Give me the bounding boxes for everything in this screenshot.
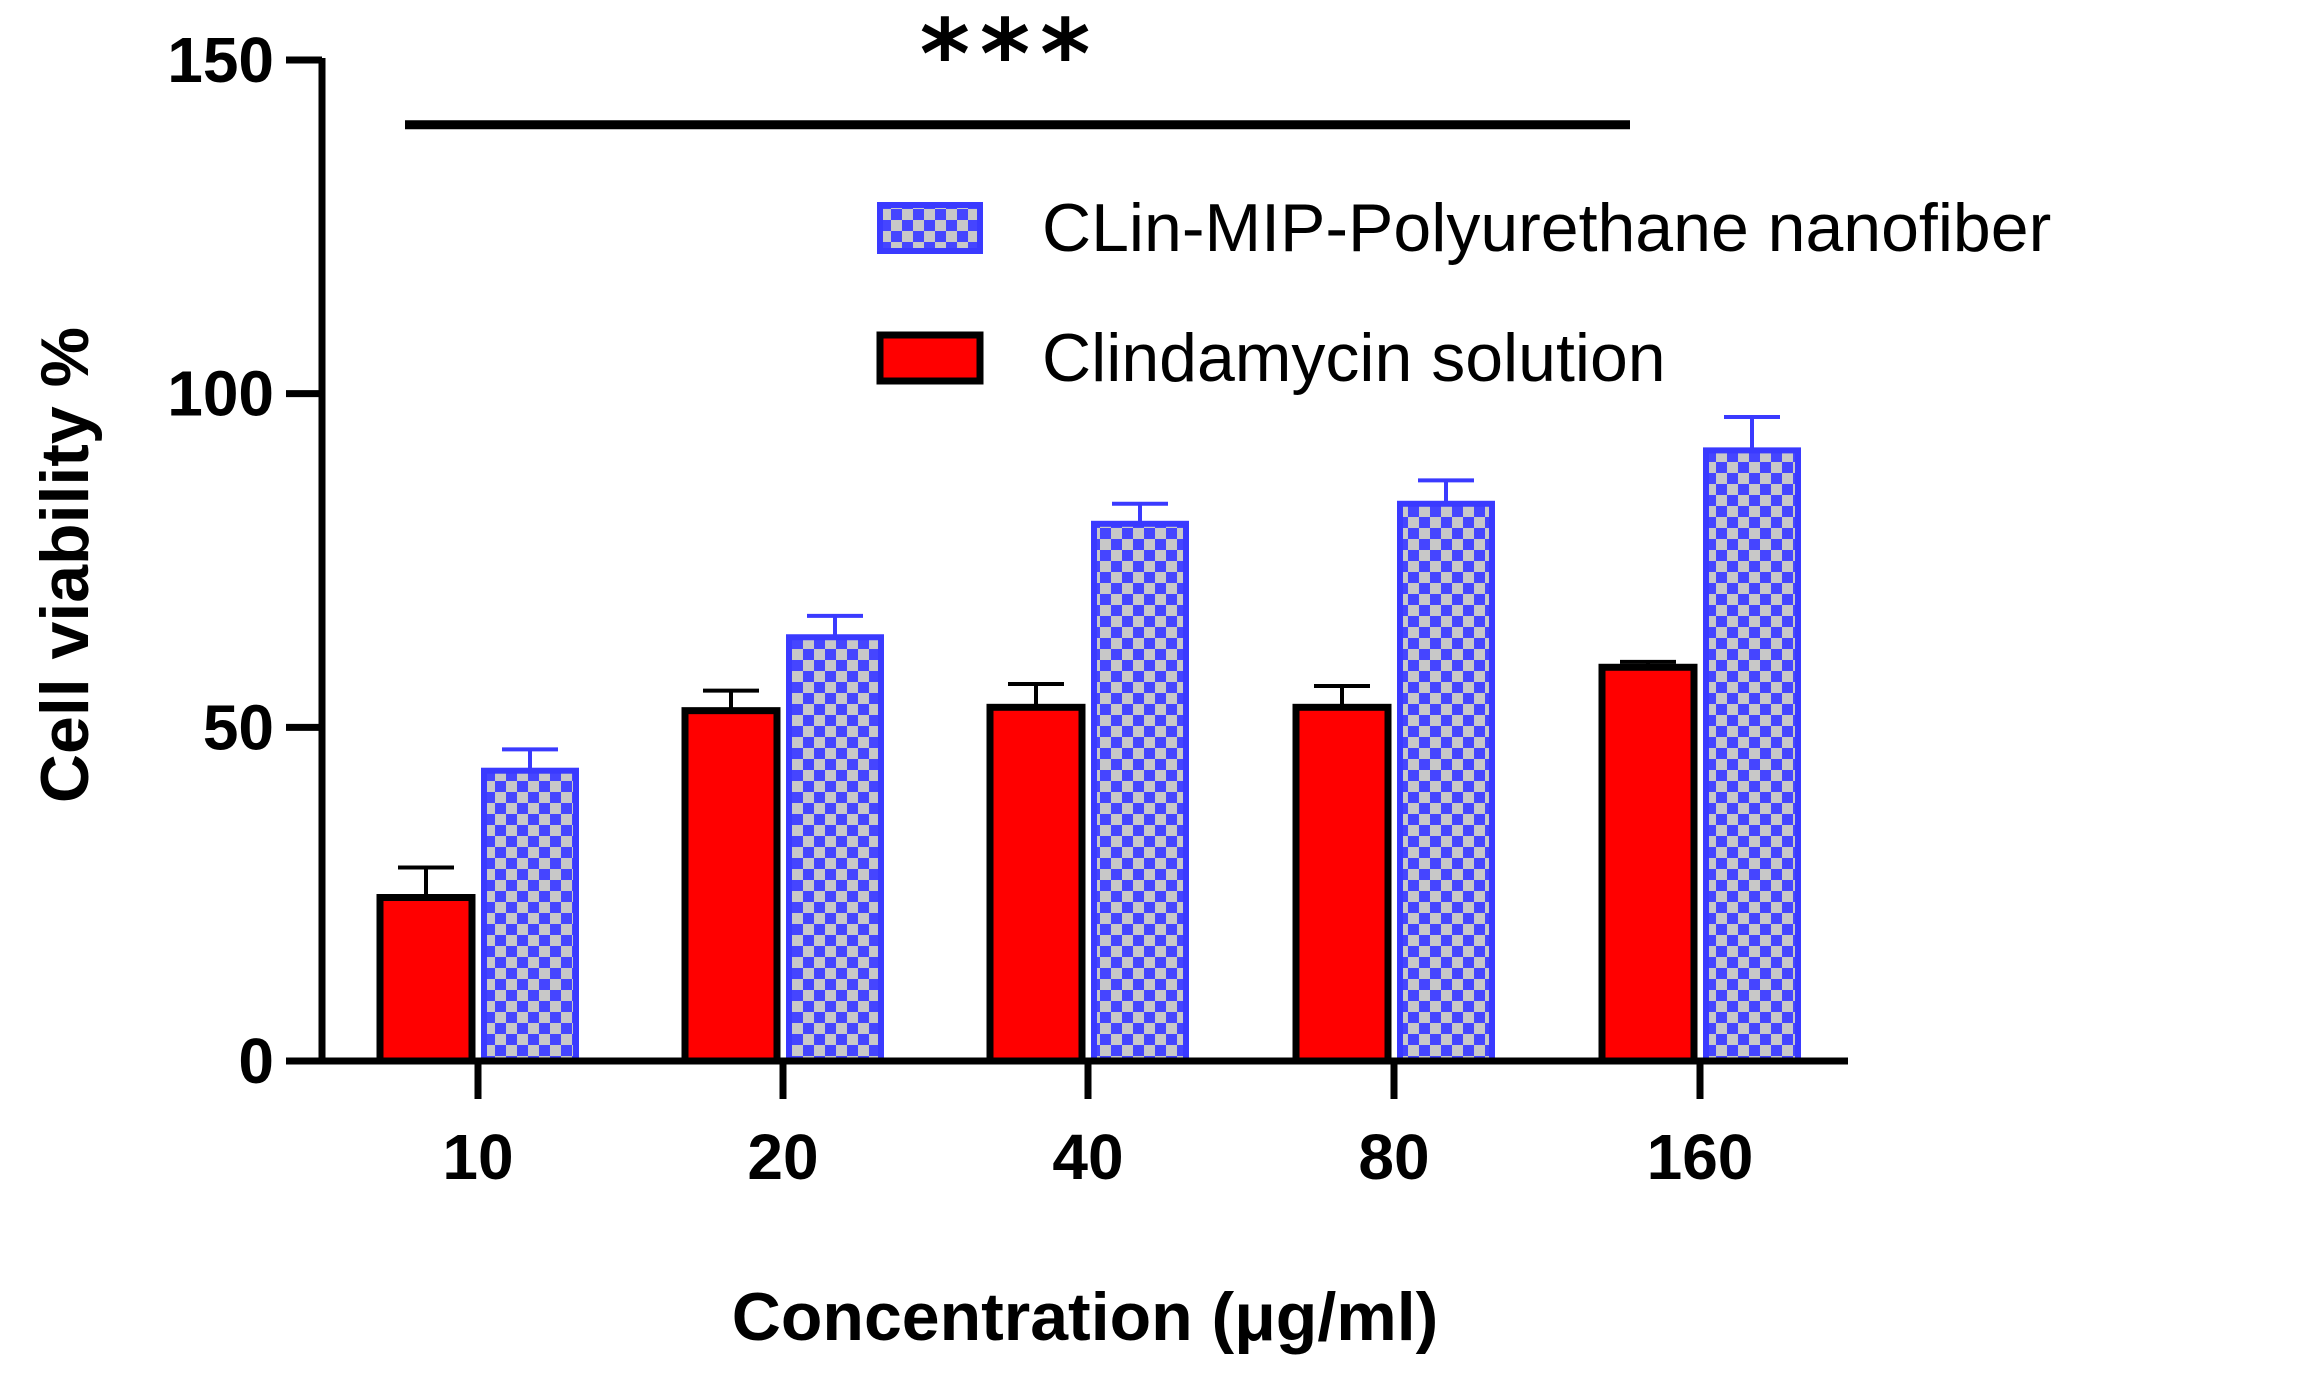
x-tick-label-80: 80 (1358, 1121, 1429, 1193)
bar-clindamycin-160 (1598, 663, 1698, 1065)
bar-clin-mip-40 (1091, 520, 1189, 1064)
x-tick-label-40: 40 (1052, 1121, 1123, 1193)
x-tick-label-20: 20 (747, 1121, 818, 1193)
bar-clindamycin-10 (376, 894, 476, 1065)
bar-clin-mip-80 (1397, 500, 1495, 1064)
bar-clin-mip-160 (1703, 447, 1801, 1064)
legend-swatch (876, 331, 984, 385)
y-tick-label-150: 150 (167, 24, 274, 96)
significance-stars: *** (920, 0, 1101, 111)
bar-clin-mip-20 (786, 634, 884, 1064)
legend-item-clin-mip: CLin-MIP-Polyurethane nanofiber (877, 190, 2051, 266)
error-bar-clin-mip-40 (1112, 501, 1168, 524)
error-bars (398, 415, 1780, 898)
legend-swatch (877, 202, 983, 254)
labels: 0 50 100 150 10 20 40 80 160 Concentration (μg/ml… (27, 24, 1753, 1355)
error-bar-clindamycin-80 (1314, 683, 1370, 708)
y-axis-title: Cell viability % (27, 327, 103, 803)
x-tick-label-160: 160 (1647, 1121, 1754, 1193)
significance-annotation: *** (405, 0, 1630, 130)
y-tick-label-100: 100 (167, 358, 274, 430)
bar-clin-mip-10 (481, 767, 579, 1065)
legend-label: Clindamycin solution (1042, 320, 1666, 396)
x-tick-label-10: 10 (442, 1121, 513, 1193)
legend-item-clindamycin: Clindamycin solution (876, 320, 1666, 396)
bar-clindamycin-20 (681, 707, 781, 1065)
legend: CLin-MIP-Polyurethane nanofiber Clindamyc… (876, 190, 2051, 396)
y-tick-label-50: 50 (203, 691, 274, 763)
legend-label: CLin-MIP-Polyurethane nanofiber (1042, 190, 2051, 266)
error-bar-clindamycin-160 (1620, 659, 1676, 668)
bar-clindamycin-40 (986, 703, 1086, 1065)
bar-clindamycin-80 (1292, 703, 1392, 1065)
error-bar-clin-mip-10 (502, 747, 558, 771)
error-bar-clindamycin-20 (703, 688, 759, 711)
axes (286, 56, 1848, 1099)
error-bar-clin-mip-160 (1724, 415, 1780, 451)
error-bar-clin-mip-20 (807, 613, 863, 638)
error-bar-clindamycin-10 (398, 865, 454, 898)
y-tick-label-0: 0 (238, 1025, 274, 1097)
error-bar-clindamycin-40 (1008, 681, 1064, 708)
error-bar-clin-mip-80 (1418, 478, 1474, 504)
bars (376, 447, 1801, 1065)
x-axis-title: Concentration (μg/ml) (732, 1279, 1438, 1355)
